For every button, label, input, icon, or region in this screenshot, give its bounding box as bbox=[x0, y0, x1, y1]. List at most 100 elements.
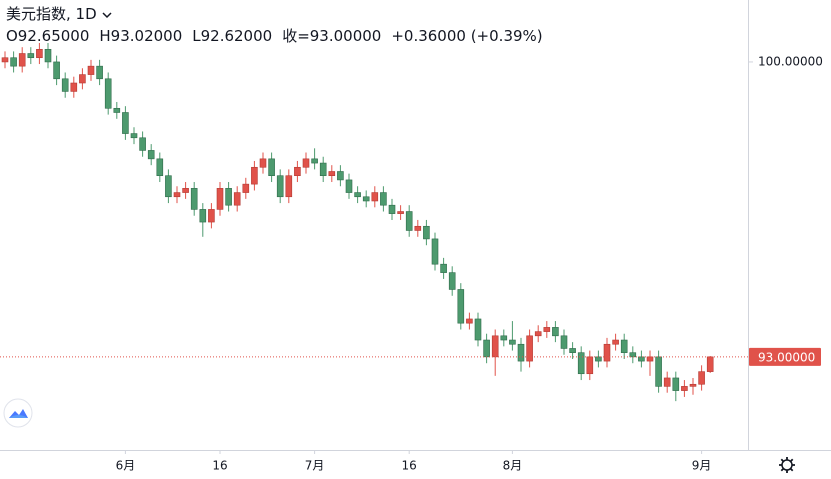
candle-body bbox=[285, 175, 293, 198]
legend-item: 收=93.00000 bbox=[282, 27, 382, 45]
candle-body bbox=[251, 166, 258, 185]
candle-body bbox=[319, 162, 327, 177]
candle-body bbox=[139, 137, 146, 151]
legend-item: +0.36000 (+0.39%) bbox=[391, 27, 543, 45]
candle-body bbox=[311, 158, 318, 164]
x-tick-label: 16 bbox=[212, 459, 227, 473]
candle-body bbox=[681, 386, 688, 391]
ohlc-legend: O92.65000 H93.02000 L92.62000 收=93.00000 +0.… bbox=[6, 25, 553, 47]
candle-body bbox=[225, 188, 232, 206]
candle-body bbox=[560, 335, 568, 349]
x-tick-label: 8月 bbox=[503, 459, 523, 473]
legend-item: L92.62000 bbox=[192, 27, 273, 45]
candle-body bbox=[122, 112, 129, 134]
candle-body bbox=[388, 204, 396, 214]
logo[interactable] bbox=[3, 398, 33, 428]
candle-body bbox=[380, 192, 387, 206]
candle-body bbox=[61, 78, 69, 92]
candle-body bbox=[79, 74, 86, 84]
candle-body bbox=[483, 339, 490, 358]
last-price-box bbox=[749, 347, 821, 366]
candle-body bbox=[182, 188, 189, 193]
candle-body bbox=[268, 158, 275, 177]
candle-body bbox=[27, 53, 35, 59]
candle-body bbox=[294, 166, 301, 177]
candle-body bbox=[620, 339, 628, 353]
candle-body bbox=[526, 335, 533, 362]
candle-body bbox=[543, 327, 551, 332]
candle-body bbox=[173, 192, 181, 198]
candle-body bbox=[698, 371, 705, 385]
candle-body bbox=[397, 211, 404, 214]
settings-icon[interactable] bbox=[779, 457, 795, 473]
candle-body bbox=[534, 331, 542, 337]
candle-body bbox=[302, 158, 310, 168]
candle-body bbox=[354, 192, 361, 198]
last-price-label: 93.00000 bbox=[758, 350, 815, 364]
candle-body bbox=[552, 327, 559, 337]
candle-body bbox=[70, 82, 78, 92]
candle-body bbox=[156, 158, 164, 177]
candle-body bbox=[466, 318, 473, 324]
candle-body bbox=[448, 272, 456, 290]
candle-body bbox=[646, 356, 654, 362]
header: 美元指数, 1D O92.65000 H93.02000 L92.62000 收=93… bbox=[6, 3, 553, 47]
title-row[interactable]: 美元指数, 1D bbox=[6, 3, 553, 25]
candle-body bbox=[440, 263, 447, 273]
candle-body bbox=[36, 48, 43, 59]
candle-body bbox=[104, 78, 112, 109]
candle-body bbox=[362, 196, 370, 202]
y-tick-label: 100.00000 bbox=[758, 54, 823, 68]
candle-body bbox=[612, 339, 619, 345]
candle-body bbox=[474, 318, 482, 341]
candle-body bbox=[18, 53, 26, 67]
candle-body bbox=[491, 335, 499, 358]
candle-body bbox=[405, 211, 413, 231]
candle-body bbox=[96, 65, 103, 80]
candle-body bbox=[233, 192, 241, 206]
candle-body bbox=[414, 225, 422, 231]
candle-body bbox=[216, 188, 224, 210]
x-tick-label: 6月 bbox=[116, 459, 136, 473]
candle-body bbox=[345, 179, 353, 193]
chart-title: 美元指数, 1D bbox=[6, 5, 97, 23]
candle-body bbox=[706, 356, 714, 372]
candle-body bbox=[113, 107, 121, 113]
candle-body bbox=[259, 158, 267, 168]
candle-body bbox=[208, 209, 215, 223]
candle-body bbox=[655, 356, 662, 387]
candles bbox=[1, 42, 714, 402]
x-tick-label: 16 bbox=[402, 459, 417, 473]
candle-body bbox=[595, 356, 602, 362]
candle-body bbox=[53, 61, 60, 80]
candle-body bbox=[689, 383, 697, 387]
candle-body bbox=[87, 65, 95, 75]
candle-body bbox=[586, 356, 594, 375]
candle-body bbox=[130, 133, 138, 139]
candle-body bbox=[190, 188, 198, 210]
candle-body bbox=[337, 171, 344, 181]
dropdown-chevron bbox=[102, 11, 112, 18]
candle-body bbox=[44, 48, 52, 63]
candle-body bbox=[371, 192, 379, 202]
candle-body bbox=[199, 209, 207, 223]
x-tick-label: 9月 bbox=[692, 459, 712, 473]
candle-body bbox=[1, 57, 9, 63]
candle-body bbox=[517, 343, 525, 362]
candle-body bbox=[457, 289, 465, 324]
candle-body bbox=[577, 352, 585, 375]
candle-body bbox=[10, 57, 17, 67]
candle-body bbox=[423, 225, 430, 240]
legend-item: H93.02000 bbox=[99, 27, 183, 45]
candle-body bbox=[328, 171, 336, 177]
candle-body bbox=[638, 356, 645, 362]
candle-body bbox=[500, 335, 508, 341]
legend-item: O92.65000 bbox=[6, 27, 90, 45]
x-tick-label: 7月 bbox=[305, 459, 325, 473]
candle-body bbox=[431, 238, 439, 265]
candle-body bbox=[276, 175, 284, 198]
candle-body bbox=[242, 183, 250, 193]
